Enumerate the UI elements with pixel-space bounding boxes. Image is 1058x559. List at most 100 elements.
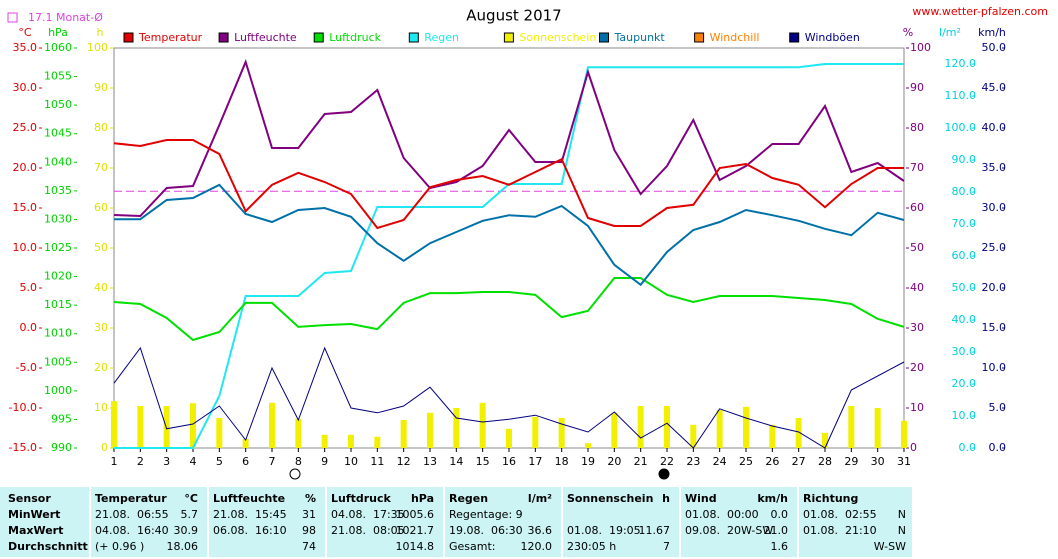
y-tick-label: 5.0	[20, 281, 38, 294]
x-tick-label: 5	[216, 455, 223, 468]
y-tick-label: 15.0	[982, 321, 1007, 334]
legend-label: Temperatur	[138, 31, 203, 44]
table-cell: W-SW	[874, 540, 906, 553]
x-tick-label: 10	[344, 455, 358, 468]
y-tick-label: 0.0	[959, 441, 977, 454]
table-header-cell: Sonnenschein	[567, 492, 653, 505]
x-tick-label: 29	[844, 455, 858, 468]
legend-label: Luftdruck	[329, 31, 381, 44]
y-tick-label: 10	[94, 401, 108, 414]
x-tick-label: 22	[660, 455, 674, 468]
x-tick-label: 27	[792, 455, 806, 468]
legend-swatch	[694, 32, 705, 43]
x-tick-label: 14	[449, 455, 463, 468]
table-cell: 04.08. 17:35	[331, 508, 405, 521]
bar	[269, 402, 275, 448]
table-cell: 04.08. 16:40	[95, 524, 169, 537]
bar	[637, 406, 644, 448]
x-tick-label: 31	[897, 455, 911, 468]
legend-label: Sonnenschein	[519, 31, 596, 44]
bar	[137, 406, 144, 448]
y-tick-label: 1055	[44, 70, 72, 83]
table-cell: 98	[302, 524, 316, 537]
chart-title: August 2017	[466, 7, 561, 25]
table-cell: Gesamt:	[449, 540, 496, 553]
table-cell: 1.6	[771, 540, 789, 553]
y-tick-label: 40.0	[982, 121, 1007, 134]
bar	[321, 434, 328, 448]
y-tick-label: 1045	[44, 127, 72, 140]
table-cell: 0.0	[771, 508, 789, 521]
bar	[611, 412, 618, 448]
table-header-cell: %	[305, 492, 316, 505]
y-tick-label: 0.0	[989, 441, 1007, 454]
y-tick-label: -10.0	[9, 401, 37, 414]
y-tick-label: 1005	[44, 355, 72, 368]
y-tick-label: 20	[910, 361, 924, 374]
table-cell: 18.06	[167, 540, 199, 553]
y-tick-label: 1015	[44, 298, 72, 311]
average-label: 17.1 Monat-Ø	[28, 11, 103, 24]
table-cell: Regentage: 9	[449, 508, 523, 521]
y-tick-label: 0.0	[20, 321, 38, 334]
y-tick-label: 1010	[44, 327, 72, 340]
y-tick-label: 120.0	[945, 57, 977, 70]
series-line	[113, 59, 905, 218]
bar	[374, 436, 381, 448]
table-header-cell: Wind	[685, 492, 717, 505]
y-tick-label: 50.0	[952, 281, 977, 294]
table-cell: MaxWert	[8, 524, 63, 537]
bar	[453, 408, 460, 448]
y-tick-label: 80	[910, 121, 924, 134]
table-cell: N	[898, 508, 906, 521]
y-tick-label: 25.0	[13, 121, 38, 134]
bar	[400, 420, 407, 448]
y-tick-label: 15.0	[13, 201, 38, 214]
table-header-cell: h	[662, 492, 670, 505]
y-tick-label: 20.0	[952, 377, 977, 390]
y-tick-label: 0	[101, 441, 108, 454]
axis-unit: l/m²	[939, 26, 961, 39]
y-tick-label: 1035	[44, 184, 72, 197]
y-tick-label: 40	[94, 281, 108, 294]
x-tick-label: 3	[163, 455, 170, 468]
y-tick-label: 90.0	[952, 153, 977, 166]
y-tick-label: 90	[94, 81, 108, 94]
table-cell: 21.08. 08:05	[331, 524, 405, 537]
bar	[163, 406, 170, 448]
table-cell: 06.08. 16:10	[213, 524, 287, 537]
x-tick-label: 25	[739, 455, 753, 468]
bar	[479, 402, 486, 448]
table-cell: 11.67	[639, 524, 671, 537]
legend-swatch	[313, 32, 324, 43]
bar	[874, 408, 881, 448]
axis-unit: %	[903, 26, 913, 39]
table-header-cell: Luftfeuchte	[213, 492, 285, 505]
x-tick-label: 11	[370, 455, 384, 468]
y-tick-label: 10.0	[13, 241, 38, 254]
y-tick-label: 5.0	[989, 401, 1007, 414]
y-tick-label: -5.0	[16, 361, 37, 374]
y-tick-label: 30.0	[982, 201, 1007, 214]
table-cell: 21.08. 15:45	[213, 508, 287, 521]
bar	[111, 401, 117, 448]
x-tick-label: 26	[765, 455, 779, 468]
table-cell: 1005.6	[396, 508, 435, 521]
y-tick-label: 45.0	[982, 81, 1007, 94]
x-tick-label: 2	[137, 455, 144, 468]
table-cell: 01.08. 19:05	[567, 524, 641, 537]
average-icon	[7, 12, 18, 23]
bar	[743, 406, 749, 448]
table-header-cell: Sensor	[8, 492, 51, 505]
bar	[822, 432, 828, 448]
y-tick-label: 10.0	[952, 409, 977, 422]
x-tick-label: 13	[423, 455, 437, 468]
x-tick-label: 17	[528, 455, 542, 468]
y-tick-label: 110.0	[945, 89, 977, 102]
table-bg	[0, 487, 912, 557]
table-cell: N	[898, 524, 906, 537]
table-header-cell: hPa	[411, 492, 434, 505]
y-tick-label: 80	[94, 121, 108, 134]
series-line	[113, 346, 905, 449]
